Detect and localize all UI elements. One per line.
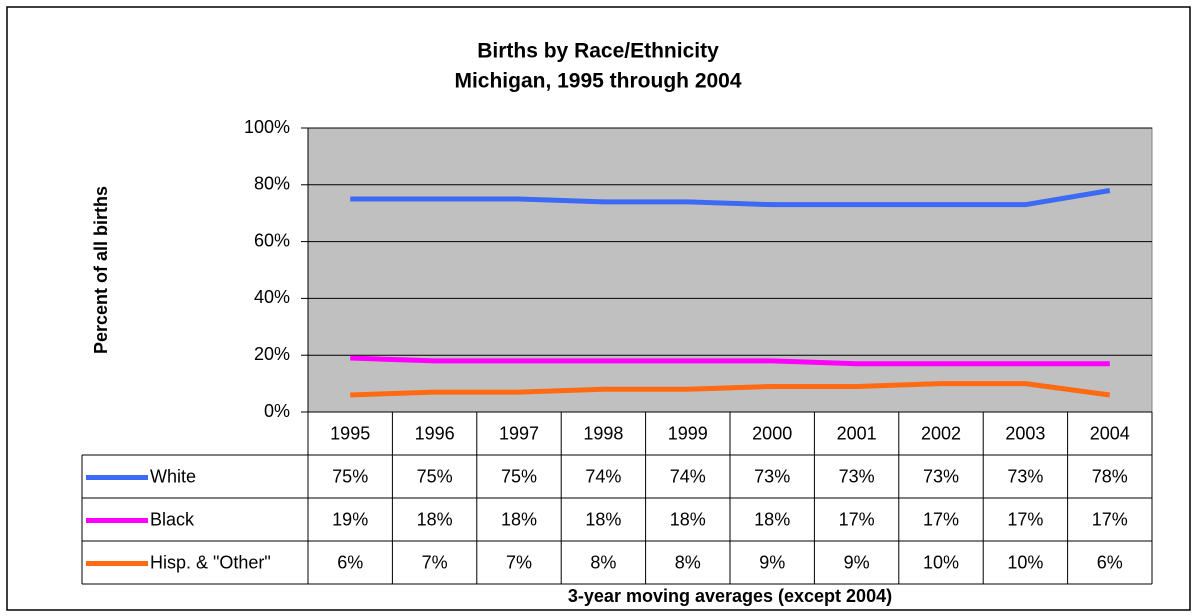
series-line <box>350 188 1111 208</box>
data-label: 18% <box>501 509 537 529</box>
legend-label: Hisp. & "Other" <box>150 552 271 572</box>
y-tick-label: 80% <box>254 174 290 194</box>
data-label: 73% <box>923 466 959 486</box>
x-axis-label: 3-year moving averages (except 2004) <box>568 586 892 606</box>
legend-label: White <box>150 466 196 486</box>
data-label: 8% <box>590 552 616 572</box>
data-label: 7% <box>506 552 532 572</box>
x-tick-label: 1997 <box>499 423 539 443</box>
chart-subtitle: Michigan, 1995 through 2004 <box>454 70 741 93</box>
x-tick-label: 2001 <box>837 423 877 443</box>
data-label: 10% <box>1007 552 1043 572</box>
data-label: 19% <box>332 509 368 529</box>
x-tick-label: 1995 <box>330 423 370 443</box>
data-label: 7% <box>422 552 448 572</box>
x-tick-label: 2000 <box>752 423 792 443</box>
plot-area <box>307 127 1153 413</box>
data-label: 9% <box>844 552 870 572</box>
data-label: 18% <box>670 509 706 529</box>
data-label: 18% <box>417 509 453 529</box>
x-tick-label: 1996 <box>415 423 455 443</box>
data-label: 78% <box>1092 466 1128 486</box>
data-label: 75% <box>501 466 537 486</box>
data-label: 73% <box>1007 466 1043 486</box>
data-label: 17% <box>839 509 875 529</box>
x-tick-label: 2004 <box>1090 423 1130 443</box>
y-tick-label: 20% <box>254 344 290 364</box>
data-label: 75% <box>417 466 453 486</box>
data-label: 9% <box>759 552 785 572</box>
y-tick-label: 100% <box>244 117 290 137</box>
data-label: 8% <box>675 552 701 572</box>
data-label: 10% <box>923 552 959 572</box>
x-tick-label: 2002 <box>921 423 961 443</box>
data-label: 17% <box>923 509 959 529</box>
data-label: 73% <box>839 466 875 486</box>
x-tick-label: 1999 <box>668 423 708 443</box>
y-tick-label: 60% <box>254 230 290 250</box>
data-label: 18% <box>585 509 621 529</box>
data-label: 74% <box>585 466 621 486</box>
x-tick-label: 2003 <box>1005 423 1045 443</box>
data-label: 18% <box>754 509 790 529</box>
data-label: 17% <box>1007 509 1043 529</box>
data-label: 6% <box>1097 552 1123 572</box>
y-axis-label: Percent of all births <box>91 186 111 354</box>
data-label: 6% <box>337 552 363 572</box>
data-label: 75% <box>332 466 368 486</box>
series-line <box>350 381 1111 398</box>
data-label: 74% <box>670 466 706 486</box>
data-label: 17% <box>1092 509 1128 529</box>
legend-label: Black <box>150 509 195 529</box>
y-tick-label: 40% <box>254 287 290 307</box>
chart-title: Births by Race/Ethnicity <box>477 40 719 63</box>
x-tick-label: 1998 <box>583 423 623 443</box>
y-tick-label: 0% <box>264 401 290 421</box>
data-label: 73% <box>754 466 790 486</box>
series-line <box>350 355 1110 367</box>
